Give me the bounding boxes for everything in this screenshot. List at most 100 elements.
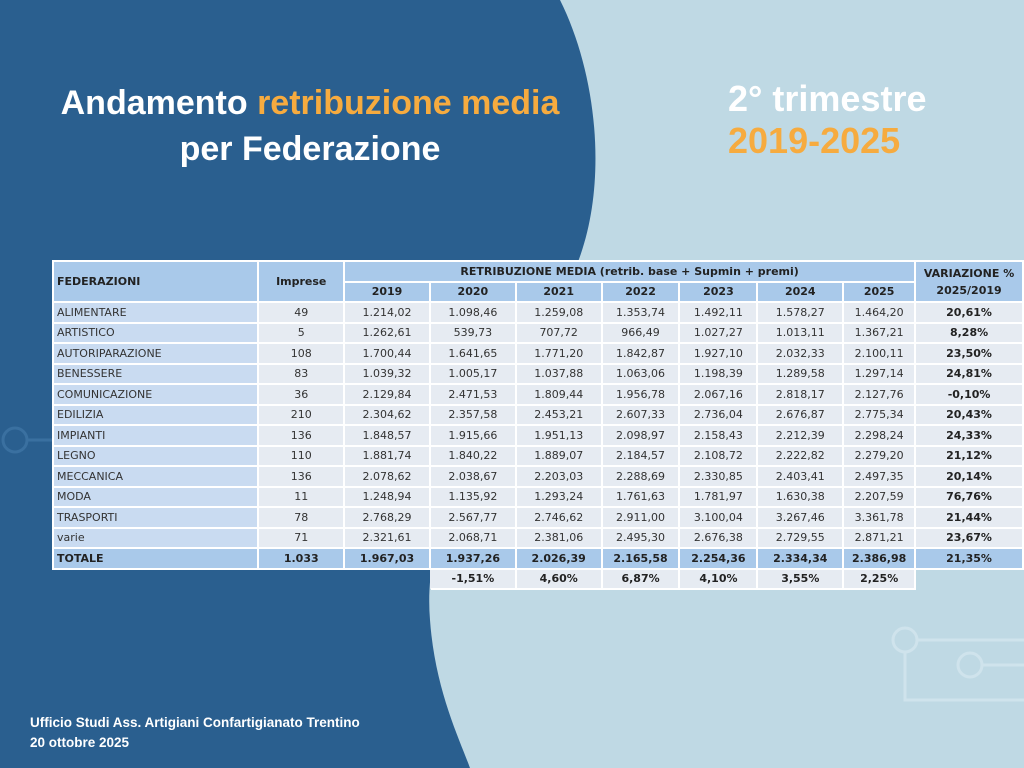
value-cell: 2.330,85 bbox=[678, 465, 759, 488]
imprese-cell: 136 bbox=[257, 465, 346, 488]
title-line2: per Federazione bbox=[179, 130, 441, 168]
header-year: 2021 bbox=[514, 280, 603, 303]
table-row: varie 71 2.321,61 2.068,71 2.381,06 2.495,30 2… bbox=[51, 526, 1024, 549]
value-cell: 1.464,20 bbox=[842, 301, 917, 324]
federazione-cell: BENESSERE bbox=[51, 362, 260, 385]
period-quarter: 2° trimestre bbox=[728, 78, 927, 119]
value-cell: 1.700,44 bbox=[343, 342, 431, 365]
table-row: MECCANICA 136 2.078,62 2.038,67 2.203,03 2.28… bbox=[51, 465, 1024, 488]
value-cell: 2.026,39 bbox=[514, 547, 603, 570]
value-cell: 2.207,59 bbox=[842, 485, 917, 508]
value-cell: 2.068,71 bbox=[428, 526, 517, 549]
header-year: 2020 bbox=[428, 280, 517, 303]
imprese-cell: 136 bbox=[257, 424, 346, 447]
value-cell: 2.158,43 bbox=[678, 424, 759, 447]
value-cell: 2.165,58 bbox=[600, 547, 681, 570]
yearly-change-cell: 4,60% bbox=[514, 567, 603, 590]
variazione-cell: 21,44% bbox=[914, 506, 1024, 529]
yearly-change-cell: 4,10% bbox=[678, 567, 759, 590]
variazione-cell: 20,43% bbox=[914, 403, 1024, 426]
value-cell: 1.063,06 bbox=[600, 362, 681, 385]
value-cell: 1.353,74 bbox=[600, 301, 681, 324]
value-cell: 2.403,41 bbox=[756, 465, 845, 488]
value-cell: 2.676,38 bbox=[678, 526, 759, 549]
value-cell: 2.746,62 bbox=[514, 506, 603, 529]
variazione-cell: 21,35% bbox=[914, 547, 1024, 570]
value-cell: 2.127,76 bbox=[842, 383, 917, 406]
table-row: EDILIZIA 210 2.304,62 2.357,58 2.453,21 2.607… bbox=[51, 403, 1024, 426]
value-cell: 2.381,06 bbox=[514, 526, 603, 549]
table-row: COMUNICAZIONE 36 2.129,84 2.471,53 1.809,44 1… bbox=[51, 383, 1024, 406]
value-cell: 1.848,57 bbox=[343, 424, 431, 447]
value-cell: 2.288,69 bbox=[600, 465, 681, 488]
imprese-cell: 49 bbox=[257, 301, 346, 324]
value-cell: 1.492,11 bbox=[678, 301, 759, 324]
value-cell: 2.357,58 bbox=[428, 403, 517, 426]
table-row: ARTISTICO 5 1.262,61 539,73 707,72 966,49 1.02… bbox=[51, 321, 1024, 344]
value-cell: 1.578,27 bbox=[756, 301, 845, 324]
value-cell: 2.129,84 bbox=[343, 383, 431, 406]
value-cell: 966,49 bbox=[600, 321, 681, 344]
page-title: Andamento retribuzione media per Federaz… bbox=[20, 80, 600, 172]
value-cell: 1.289,58 bbox=[756, 362, 845, 385]
header-year: 2023 bbox=[678, 280, 759, 303]
value-cell: 1.039,32 bbox=[343, 362, 431, 385]
value-cell: 3.361,78 bbox=[842, 506, 917, 529]
value-cell: 1.037,88 bbox=[514, 362, 603, 385]
value-cell: 2.298,24 bbox=[842, 424, 917, 447]
table-row: ALIMENTARE 49 1.214,02 1.098,46 1.259,08 1.35… bbox=[51, 301, 1024, 324]
value-cell: 539,73 bbox=[428, 321, 517, 344]
title-text: Andamento bbox=[60, 84, 258, 122]
value-cell: 1.135,92 bbox=[428, 485, 517, 508]
value-cell: 1.098,46 bbox=[428, 301, 517, 324]
table-row: LEGNO 110 1.881,74 1.840,22 1.889,07 2.184,57… bbox=[51, 444, 1024, 467]
value-cell: 2.736,04 bbox=[678, 403, 759, 426]
value-cell: 3.100,04 bbox=[678, 506, 759, 529]
value-cell: 2.471,53 bbox=[428, 383, 517, 406]
value-cell: 2.911,00 bbox=[600, 506, 681, 529]
empty-cell bbox=[53, 569, 430, 590]
value-cell: 1.937,26 bbox=[428, 547, 517, 570]
variazione-cell: 20,61% bbox=[914, 301, 1024, 324]
value-cell: 2.184,57 bbox=[600, 444, 681, 467]
value-cell: 1.915,66 bbox=[428, 424, 517, 447]
value-cell: 2.279,20 bbox=[842, 444, 917, 467]
variazione-cell: 24,81% bbox=[914, 362, 1024, 385]
value-cell: 1.967,03 bbox=[343, 547, 431, 570]
value-cell: 1.761,63 bbox=[600, 485, 681, 508]
value-cell: 2.032,33 bbox=[756, 342, 845, 365]
header-year: 2024 bbox=[756, 280, 845, 303]
value-cell: 1.198,39 bbox=[678, 362, 759, 385]
federazione-cell: ALIMENTARE bbox=[51, 301, 260, 324]
value-cell: 2.100,11 bbox=[842, 342, 917, 365]
value-cell: 2.497,35 bbox=[842, 465, 917, 488]
value-cell: 2.871,21 bbox=[842, 526, 917, 549]
imprese-cell: 110 bbox=[257, 444, 346, 467]
value-cell: 1.297,14 bbox=[842, 362, 917, 385]
value-cell: 1.630,38 bbox=[756, 485, 845, 508]
variazione-cell: -0,10% bbox=[914, 383, 1024, 406]
value-cell: 1.927,10 bbox=[678, 342, 759, 365]
variazione-cell: 8,28% bbox=[914, 321, 1024, 344]
variazione-cell: 23,50% bbox=[914, 342, 1024, 365]
circuit-decoration bbox=[891, 626, 1024, 702]
value-cell: 1.367,21 bbox=[842, 321, 917, 344]
total-row: TOTALE 1.033 1.967,03 1.937,26 2.026,39 2.165… bbox=[51, 547, 1024, 570]
federazione-cell: LEGNO bbox=[51, 444, 260, 467]
footer-source: Ufficio Studi Ass. Artigiani Confartigia… bbox=[30, 715, 360, 730]
yearly-change-cell: 2,25% bbox=[842, 567, 917, 590]
value-cell: 1.889,07 bbox=[514, 444, 603, 467]
value-cell: 2.386,98 bbox=[842, 547, 917, 570]
table-row: TRASPORTI 78 2.768,29 2.567,77 2.746,62 2.911… bbox=[51, 506, 1024, 529]
value-cell: 1.005,17 bbox=[428, 362, 517, 385]
table-row: MODA 11 1.248,94 1.135,92 1.293,24 1.761,63 1.… bbox=[51, 485, 1024, 508]
value-cell: 2.775,34 bbox=[842, 403, 917, 426]
imprese-cell: 83 bbox=[257, 362, 346, 385]
value-cell: 2.212,39 bbox=[756, 424, 845, 447]
wages-table: FEDERAZIONI Imprese RETRIBUZIONE MEDIA (… bbox=[51, 260, 1024, 590]
footer-date: 20 ottobre 2025 bbox=[30, 735, 130, 750]
header-year: 2025 bbox=[842, 280, 917, 303]
value-cell: 2.078,62 bbox=[343, 465, 431, 488]
header-year: 2022 bbox=[600, 280, 681, 303]
value-cell: 2.607,33 bbox=[600, 403, 681, 426]
